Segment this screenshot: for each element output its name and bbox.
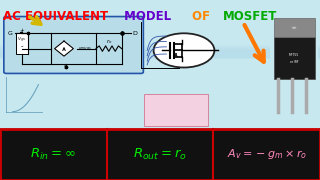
Text: S: S xyxy=(64,65,68,70)
Bar xyxy=(0,46,320,53)
Bar xyxy=(0,51,320,57)
Text: OF: OF xyxy=(192,10,214,23)
Bar xyxy=(0,49,320,55)
Bar xyxy=(0,47,320,53)
Bar xyxy=(0,49,320,55)
Text: $A_v = -g_m \times r_o$: $A_v = -g_m \times r_o$ xyxy=(227,147,307,161)
Text: IRF755: IRF755 xyxy=(289,53,299,57)
Text: D: D xyxy=(133,31,138,36)
Bar xyxy=(0,50,320,57)
Bar xyxy=(0,45,320,52)
Bar xyxy=(0,46,320,52)
Bar xyxy=(0,48,320,54)
Text: MOSFET: MOSFET xyxy=(222,10,277,23)
Bar xyxy=(16,33,28,54)
Bar xyxy=(0,50,320,56)
Bar xyxy=(0,50,320,57)
Text: +: + xyxy=(20,28,24,33)
Text: $R_{in} = \infty$: $R_{in} = \infty$ xyxy=(30,147,76,162)
Bar xyxy=(0,129,320,180)
Bar xyxy=(0,48,320,55)
Bar xyxy=(0,45,320,51)
Text: $r_o$: $r_o$ xyxy=(106,38,112,46)
Bar xyxy=(0,46,320,53)
Bar xyxy=(274,37,315,79)
Circle shape xyxy=(154,33,214,68)
Bar xyxy=(0,49,320,56)
Bar xyxy=(270,18,318,112)
Bar xyxy=(0,46,320,52)
Bar xyxy=(0,51,320,57)
Text: $R_{out} = r_o$: $R_{out} = r_o$ xyxy=(133,147,187,162)
Polygon shape xyxy=(55,41,73,56)
FancyBboxPatch shape xyxy=(4,17,143,73)
Bar xyxy=(144,94,208,126)
Bar xyxy=(0,47,320,54)
Bar xyxy=(0,129,320,180)
Text: -: - xyxy=(20,44,23,50)
Circle shape xyxy=(292,26,297,29)
Text: AC EQUIVALENT: AC EQUIVALENT xyxy=(3,10,108,23)
Text: or IRF: or IRF xyxy=(290,60,298,64)
Text: MODEL: MODEL xyxy=(120,10,175,23)
Bar xyxy=(274,18,315,37)
Text: $v_{gs}$: $v_{gs}$ xyxy=(17,36,27,45)
Bar xyxy=(0,48,320,54)
Text: G: G xyxy=(8,31,13,36)
Bar xyxy=(0,48,320,55)
Text: $g_mv_{gs}$: $g_mv_{gs}$ xyxy=(78,45,92,53)
